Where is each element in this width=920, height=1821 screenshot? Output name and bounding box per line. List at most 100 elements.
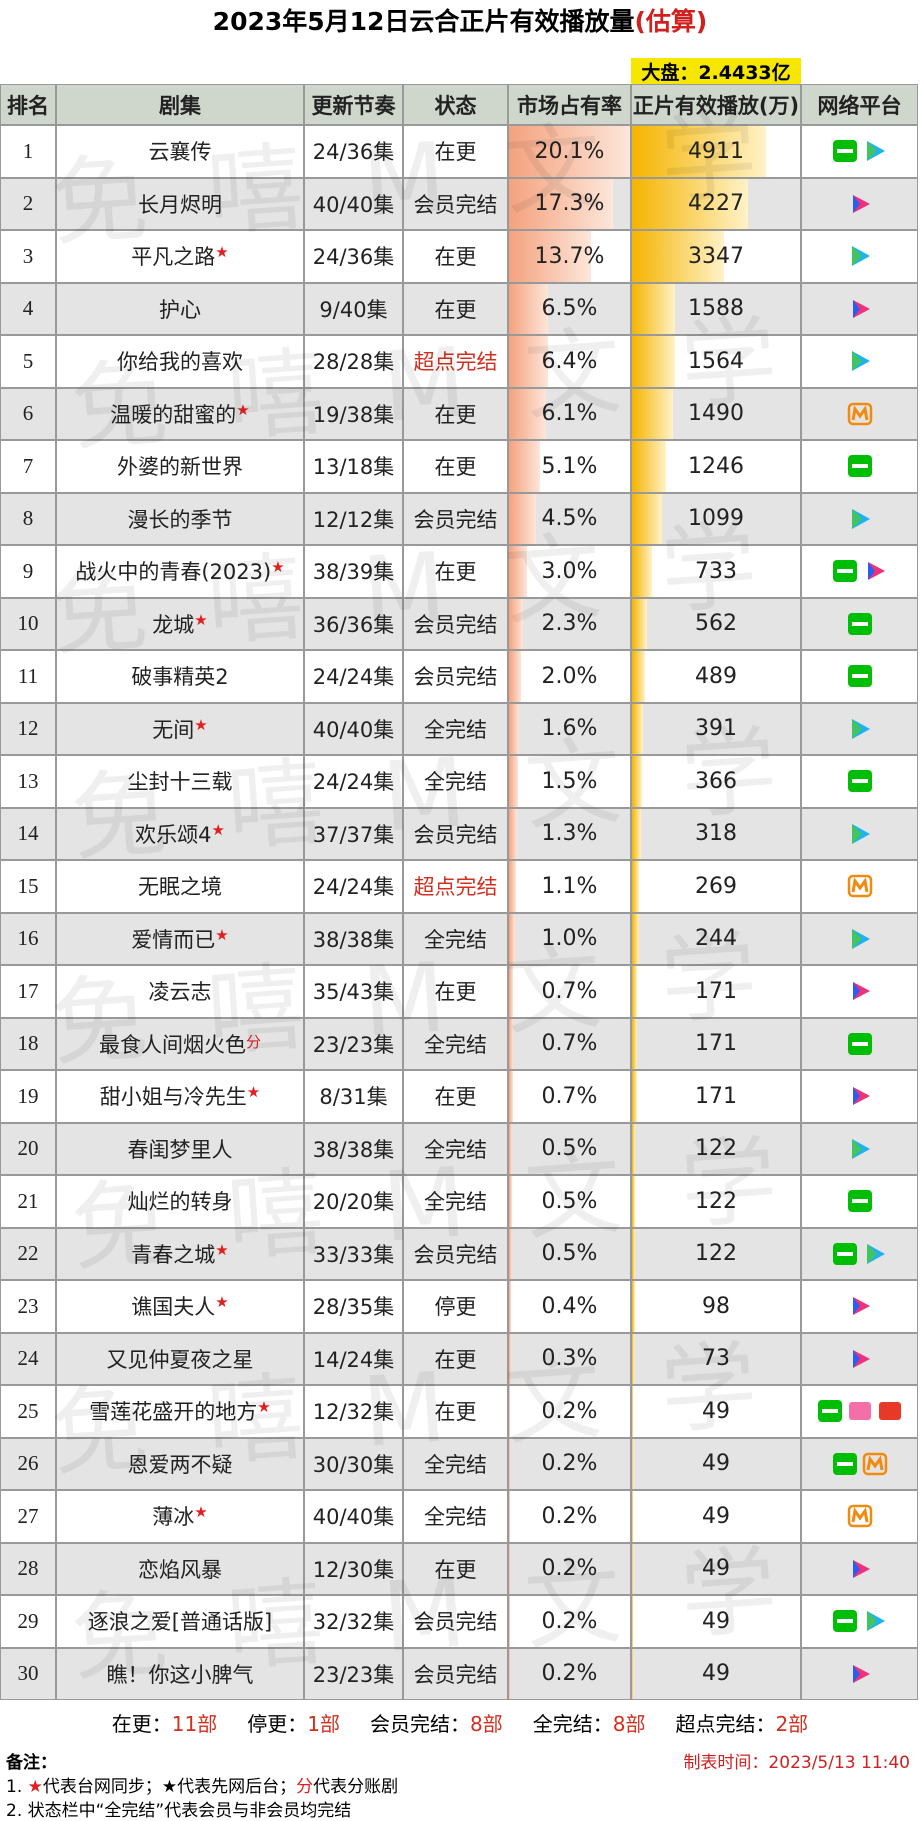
plays-label: 1490 bbox=[688, 401, 744, 427]
plays-label: 171 bbox=[695, 1031, 737, 1057]
share-label: 17.3% bbox=[534, 191, 605, 217]
plays-cell: 318 bbox=[631, 807, 801, 860]
platform-cell bbox=[801, 282, 918, 335]
episodes-cell: 30/30集 bbox=[304, 1437, 403, 1490]
status-cell: 全完结 bbox=[403, 702, 508, 755]
platform-icon bbox=[852, 1559, 870, 1578]
status-cell: 在更 bbox=[403, 1385, 508, 1438]
rank-cell: 6 bbox=[0, 387, 56, 440]
plays-cell: 244 bbox=[631, 912, 801, 965]
platform-cell bbox=[801, 1280, 918, 1333]
plays-cell: 122 bbox=[631, 1175, 801, 1228]
platform-icon bbox=[851, 928, 870, 949]
plays-bar bbox=[632, 546, 653, 597]
platform-cell bbox=[801, 492, 918, 545]
title-mark: ★ bbox=[211, 820, 225, 839]
platform-cell bbox=[801, 125, 918, 178]
status-cell: 全完结 bbox=[403, 1017, 508, 1070]
rank-cell: 24 bbox=[0, 1332, 56, 1385]
summary-item: 停更：1部 bbox=[247, 1708, 340, 1737]
share-cell: 4.5% bbox=[508, 492, 631, 545]
plays-cell: 562 bbox=[631, 597, 801, 650]
plays-label: 49 bbox=[702, 1608, 730, 1634]
episodes-cell: 20/20集 bbox=[304, 1175, 403, 1228]
status-cell: 会员完结 bbox=[403, 1647, 508, 1700]
status-cell: 在更 bbox=[403, 125, 508, 178]
title: 又见仲夏夜之星 bbox=[106, 1347, 254, 1372]
summary-count: 11部 bbox=[171, 1711, 218, 1736]
status-cell: 会员完结 bbox=[403, 177, 508, 230]
plays-bar bbox=[632, 808, 641, 859]
share-label: 0.2% bbox=[541, 1661, 598, 1687]
platform-cell bbox=[801, 440, 918, 493]
plays-bar bbox=[632, 861, 640, 912]
column-header: 剧集 bbox=[56, 84, 304, 125]
share-cell: 20.1% bbox=[508, 125, 631, 178]
title-cell: 尘封十三载 bbox=[56, 755, 304, 808]
status-cell: 在更 bbox=[403, 965, 508, 1018]
share-cell: 0.2% bbox=[508, 1490, 631, 1543]
share-bar bbox=[509, 1386, 511, 1437]
plays-bar bbox=[632, 1491, 634, 1542]
platform-cell bbox=[801, 650, 918, 703]
share-bar bbox=[509, 1438, 511, 1489]
plays-label: 3347 bbox=[688, 243, 744, 269]
title-cell: 你给我的喜欢 bbox=[56, 335, 304, 388]
episodes-cell: 33/33集 bbox=[304, 1227, 403, 1280]
episodes-cell: 38/38集 bbox=[304, 912, 403, 965]
share-label: 4.5% bbox=[541, 506, 598, 532]
title: 破事精英2 bbox=[131, 665, 229, 690]
status-cell: 在更 bbox=[403, 1332, 508, 1385]
status-cell: 在更 bbox=[403, 230, 508, 283]
plays-label: 269 bbox=[695, 873, 737, 899]
share-label: 0.7% bbox=[541, 1083, 598, 1109]
rank-cell: 18 bbox=[0, 1017, 56, 1070]
title-cell: 无眠之境 bbox=[56, 860, 304, 913]
plays-label: 391 bbox=[695, 716, 737, 742]
plays-cell: 49 bbox=[631, 1542, 801, 1595]
title: 瞧！你这小脾气 bbox=[106, 1662, 254, 1687]
plays-label: 4911 bbox=[688, 138, 744, 164]
share-cell: 0.7% bbox=[508, 965, 631, 1018]
summary-count: 8部 bbox=[469, 1711, 503, 1736]
plays-label: 73 bbox=[702, 1346, 730, 1372]
platform-cell bbox=[801, 1017, 918, 1070]
share-bar bbox=[509, 1018, 514, 1069]
episodes-cell: 9/40集 bbox=[304, 282, 403, 335]
share-cell: 2.0% bbox=[508, 650, 631, 703]
episodes-cell: 24/36集 bbox=[304, 125, 403, 178]
column-header: 排名 bbox=[0, 84, 56, 125]
title: 无间 bbox=[152, 717, 195, 742]
title-cell: 最食人间烟火色分 bbox=[56, 1017, 304, 1070]
plays-cell: 1588 bbox=[631, 282, 801, 335]
title: 欢乐颂4 bbox=[135, 822, 212, 847]
rank-cell: 12 bbox=[0, 702, 56, 755]
rank-cell: 29 bbox=[0, 1595, 56, 1648]
title: 灿烂的转身 bbox=[127, 1190, 233, 1215]
title: 青春之城 bbox=[131, 1242, 216, 1267]
rank-cell: 15 bbox=[0, 860, 56, 913]
plays-bar bbox=[632, 388, 673, 439]
rank-cell: 21 bbox=[0, 1175, 56, 1228]
plays-label: 49 bbox=[702, 1661, 730, 1687]
column-header: 网络平台 bbox=[801, 84, 918, 125]
platform-cell bbox=[801, 545, 918, 598]
episodes-cell: 38/38集 bbox=[304, 1122, 403, 1175]
share-cell: 0.2% bbox=[508, 1385, 631, 1438]
status-cell: 超点完结 bbox=[403, 335, 508, 388]
plays-label: 122 bbox=[695, 1241, 737, 1267]
timestamp: 制表时间：2023/5/13 11:40 bbox=[683, 1753, 910, 1773]
episodes-cell: 13/18集 bbox=[304, 440, 403, 493]
summary-item: 全完结：8部 bbox=[533, 1708, 646, 1737]
title-cell: 薄冰 ★ bbox=[56, 1490, 304, 1543]
plays-label: 562 bbox=[695, 611, 737, 637]
share-cell: 1.0% bbox=[508, 912, 631, 965]
share-label: 2.3% bbox=[541, 611, 598, 637]
plays-cell: 49 bbox=[631, 1490, 801, 1543]
plays-label: 366 bbox=[695, 768, 737, 794]
note: 1. ★代表台网同步；★代表先网后台；分代表分账剧 bbox=[6, 1772, 398, 1797]
episodes-cell: 24/24集 bbox=[304, 755, 403, 808]
plays-label: 171 bbox=[695, 978, 737, 1004]
title: 甜小姐与冷先生 bbox=[99, 1085, 247, 1110]
